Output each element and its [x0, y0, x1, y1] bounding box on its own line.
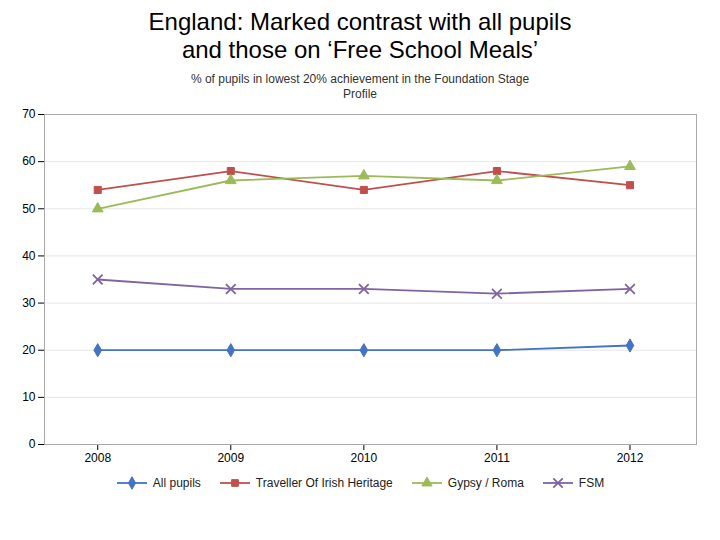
- html-text:Profile: Profile: [343, 87, 377, 101]
- svg-text:30: 30: [22, 296, 36, 310]
- html-text:FSM: FSM: [578, 476, 605, 490]
- svg-text:2010: 2010: [350, 451, 377, 465]
- html-text:Gypsy / Roma: Gypsy / Roma: [447, 476, 524, 490]
- html-text:Traveller Of Irish Heritage: Traveller Of Irish Heritage: [255, 476, 393, 490]
- svg-text:50: 50: [22, 202, 36, 216]
- svg-text:40: 40: [22, 249, 36, 263]
- svg-text:70: 70: [22, 107, 36, 121]
- html-text:% of pupils in lowest 20% achi: % of pupils in lowest 20% achievement in…: [190, 72, 530, 86]
- svg-text:2012: 2012: [617, 451, 644, 465]
- svg-text:2011: 2011: [484, 451, 510, 465]
- html-text:All pupils: All pupils: [152, 476, 201, 490]
- html-text:and those on ‘Free School Meal: and those on ‘Free School Meals’: [181, 36, 539, 63]
- svg-text:20: 20: [22, 343, 36, 357]
- svg-text:2009: 2009: [217, 451, 244, 465]
- svg-text:0: 0: [29, 437, 36, 451]
- svg-text:60: 60: [22, 154, 36, 168]
- svg-text:10: 10: [22, 390, 36, 404]
- svg-text:2008: 2008: [84, 451, 111, 465]
- html-text:England: Marked contrast with: England: Marked contrast with all pupils: [148, 8, 572, 35]
